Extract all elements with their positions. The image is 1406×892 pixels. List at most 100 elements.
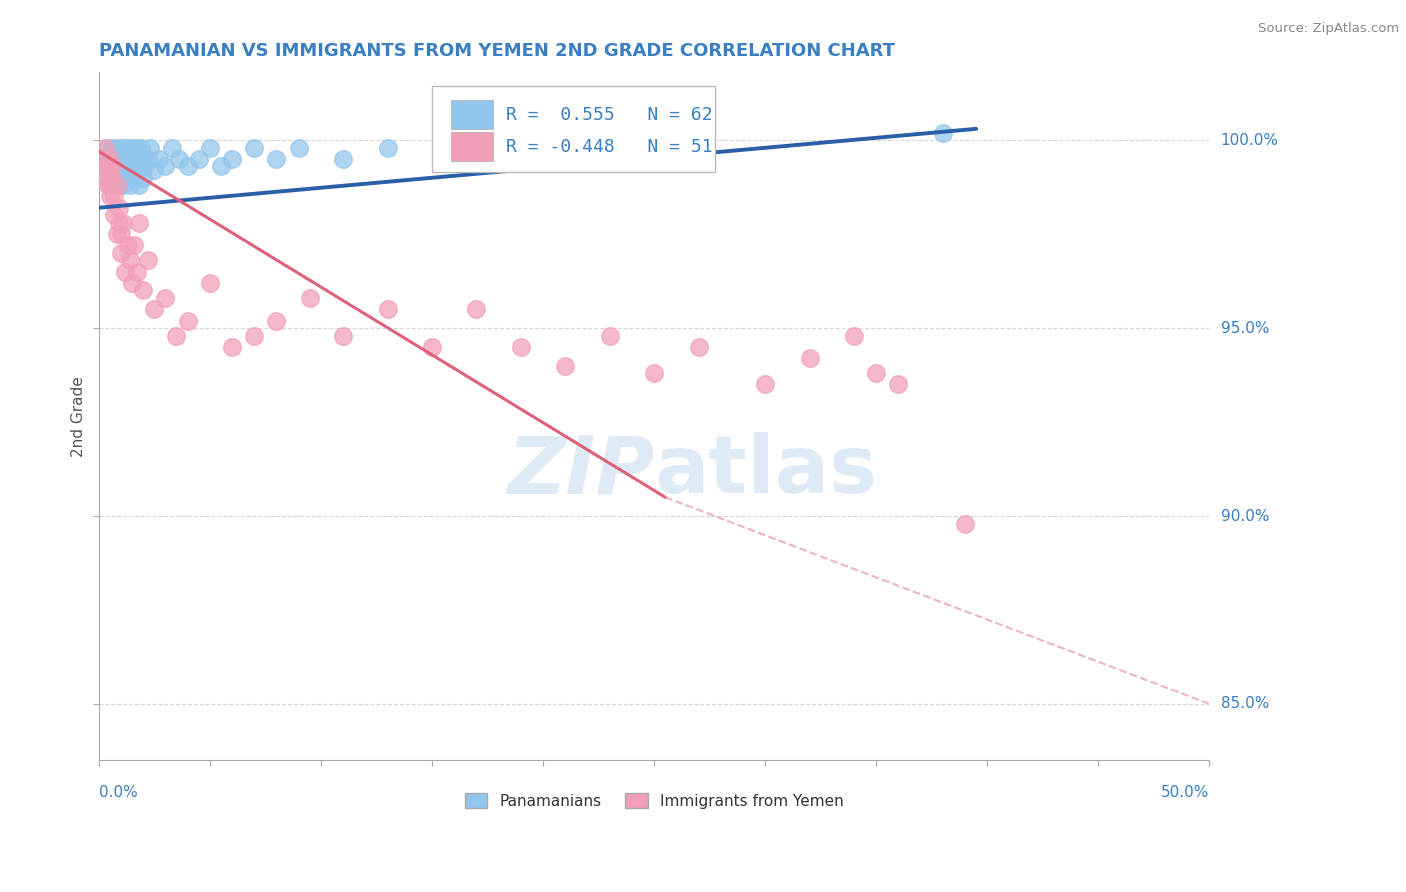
Point bbox=[98, 152, 121, 166]
Point bbox=[94, 140, 117, 154]
Point bbox=[107, 201, 129, 215]
Point bbox=[101, 140, 124, 154]
Point bbox=[117, 160, 139, 174]
Point bbox=[97, 160, 120, 174]
Point bbox=[132, 152, 155, 166]
Point bbox=[377, 140, 399, 154]
Text: atlas: atlas bbox=[654, 433, 877, 510]
Point bbox=[125, 265, 148, 279]
Point bbox=[887, 377, 910, 392]
Point bbox=[221, 152, 243, 166]
Point bbox=[101, 152, 124, 166]
Point bbox=[176, 160, 198, 174]
Point bbox=[124, 152, 146, 166]
Point bbox=[160, 140, 183, 154]
Point bbox=[121, 140, 143, 154]
Point bbox=[114, 170, 136, 185]
Text: PANAMANIAN VS IMMIGRANTS FROM YEMEN 2ND GRADE CORRELATION CHART: PANAMANIAN VS IMMIGRANTS FROM YEMEN 2ND … bbox=[98, 42, 894, 60]
Bar bbox=[451, 132, 494, 161]
Point bbox=[101, 170, 124, 185]
Point bbox=[98, 152, 121, 166]
Point bbox=[134, 160, 156, 174]
Point bbox=[105, 140, 128, 154]
Point bbox=[107, 216, 129, 230]
Point bbox=[112, 216, 135, 230]
Point bbox=[103, 189, 125, 203]
Point bbox=[266, 313, 288, 327]
Point bbox=[136, 253, 159, 268]
Point bbox=[167, 152, 190, 166]
Point bbox=[110, 160, 132, 174]
Point bbox=[105, 152, 128, 166]
Point bbox=[287, 140, 309, 154]
Point bbox=[128, 163, 150, 178]
Point bbox=[91, 152, 114, 166]
Point bbox=[266, 152, 288, 166]
Point bbox=[98, 178, 121, 193]
Point bbox=[953, 516, 976, 531]
Point bbox=[114, 265, 136, 279]
Point bbox=[842, 328, 865, 343]
Point bbox=[110, 170, 132, 185]
Point bbox=[688, 340, 710, 354]
Point bbox=[132, 284, 155, 298]
Point bbox=[97, 170, 120, 185]
Point bbox=[865, 366, 887, 380]
Legend: Panamanians, Immigrants from Yemen: Panamanians, Immigrants from Yemen bbox=[458, 787, 849, 814]
Point bbox=[465, 302, 488, 317]
Point bbox=[91, 160, 114, 174]
Point bbox=[136, 152, 159, 166]
Point bbox=[105, 170, 128, 185]
Point bbox=[107, 152, 129, 166]
Point bbox=[243, 140, 266, 154]
Point bbox=[143, 163, 166, 178]
Point bbox=[155, 160, 177, 174]
Point bbox=[112, 163, 135, 178]
Point bbox=[332, 152, 354, 166]
Point bbox=[799, 351, 821, 365]
Point bbox=[665, 140, 688, 154]
Point bbox=[97, 178, 120, 193]
Point bbox=[105, 178, 128, 193]
Point bbox=[103, 178, 125, 193]
Point bbox=[128, 216, 150, 230]
Point bbox=[121, 276, 143, 290]
Point bbox=[332, 328, 354, 343]
Point bbox=[125, 160, 148, 174]
Point bbox=[125, 140, 148, 154]
Point bbox=[101, 170, 124, 185]
Point bbox=[121, 163, 143, 178]
Point bbox=[117, 140, 139, 154]
Point bbox=[209, 160, 232, 174]
Text: 90.0%: 90.0% bbox=[1220, 508, 1270, 524]
Point bbox=[148, 152, 170, 166]
Point bbox=[198, 140, 221, 154]
Point bbox=[94, 152, 117, 166]
Point bbox=[94, 170, 117, 185]
Point bbox=[420, 340, 443, 354]
Point bbox=[443, 152, 465, 166]
Point bbox=[98, 189, 121, 203]
Point bbox=[103, 208, 125, 222]
Bar bbox=[451, 101, 494, 129]
Point bbox=[932, 126, 955, 140]
Text: 50.0%: 50.0% bbox=[1161, 785, 1209, 800]
Point bbox=[110, 227, 132, 241]
Point bbox=[124, 170, 146, 185]
Point bbox=[221, 340, 243, 354]
Point bbox=[754, 377, 776, 392]
Point bbox=[166, 328, 188, 343]
Point bbox=[101, 160, 124, 174]
Text: ZIP: ZIP bbox=[506, 433, 654, 510]
Point bbox=[298, 291, 321, 305]
Point bbox=[112, 140, 135, 154]
Text: 0.0%: 0.0% bbox=[98, 785, 138, 800]
Text: Source: ZipAtlas.com: Source: ZipAtlas.com bbox=[1258, 22, 1399, 36]
Point bbox=[129, 140, 152, 154]
Point bbox=[198, 276, 221, 290]
Point bbox=[509, 340, 531, 354]
Point bbox=[117, 238, 139, 252]
Point bbox=[243, 328, 266, 343]
Text: 95.0%: 95.0% bbox=[1220, 320, 1270, 335]
Point bbox=[377, 302, 399, 317]
